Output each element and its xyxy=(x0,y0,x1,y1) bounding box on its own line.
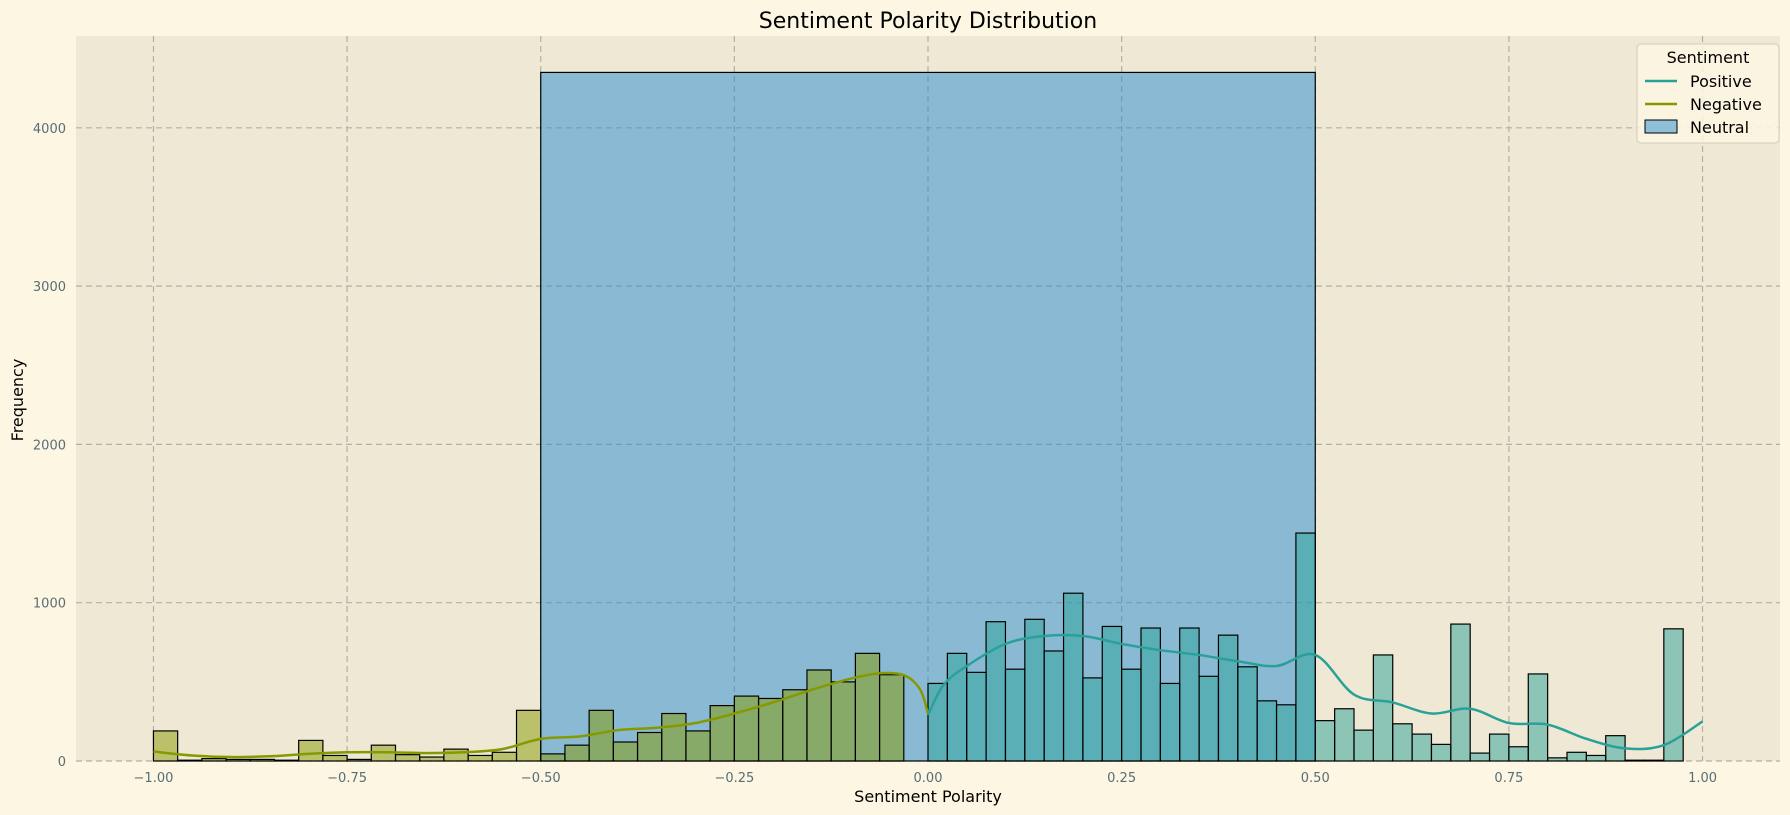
positive-bar xyxy=(1450,623,1471,762)
x-tick-label: −0.25 xyxy=(714,771,754,786)
negative-bar xyxy=(685,730,711,762)
positive-bar xyxy=(1566,751,1587,762)
positive-bar xyxy=(1488,733,1510,762)
negative-bar xyxy=(757,697,784,762)
negative-bar xyxy=(733,695,760,762)
legend-neutral-label: Neutral xyxy=(1690,118,1749,137)
negative-bar xyxy=(491,751,518,762)
positive-bar xyxy=(1392,723,1413,762)
positive-bar xyxy=(1663,628,1684,762)
positive-bar xyxy=(1179,627,1200,762)
positive-bar xyxy=(1334,708,1355,762)
positive-bar xyxy=(946,652,968,762)
y-tick-label: 0 xyxy=(58,755,66,770)
x-tick-label: −0.75 xyxy=(327,771,367,786)
positive-kde-line xyxy=(926,633,1704,751)
negative-bar xyxy=(201,758,227,762)
x-axis-label: Sentiment Polarity xyxy=(854,787,1002,806)
negative-bar xyxy=(782,689,808,762)
y-tick-label: 2000 xyxy=(33,438,66,453)
negative-bar xyxy=(661,712,687,762)
legend-title: Sentiment xyxy=(1667,48,1750,67)
negative-bar xyxy=(322,754,348,762)
negative-bar xyxy=(225,758,251,762)
negative-bar xyxy=(394,754,421,762)
y-tick-label: 1000 xyxy=(33,597,66,612)
negative-bar xyxy=(346,758,372,762)
x-tick-label: −0.50 xyxy=(521,771,561,786)
x-tick-label: 0.25 xyxy=(1107,771,1136,786)
positive-bar xyxy=(1256,700,1278,762)
positive-bar xyxy=(1217,634,1239,762)
positive-bar xyxy=(1372,654,1394,762)
negative-bar xyxy=(806,669,832,762)
negative-bar xyxy=(298,739,324,762)
negative-bar xyxy=(419,756,445,762)
positive-bar xyxy=(1353,729,1374,762)
positive-bar xyxy=(1624,759,1646,762)
negative-bar xyxy=(467,754,493,762)
x-tick-label: 0.50 xyxy=(1301,771,1330,786)
positive-bar xyxy=(1024,618,1045,762)
negative-bar xyxy=(636,731,663,762)
legend: Sentiment Positive Negative Neutral xyxy=(1636,43,1780,144)
negative-bar xyxy=(612,741,639,762)
positive-bar xyxy=(1430,743,1452,762)
positive-bar xyxy=(1314,720,1336,762)
positive-bar xyxy=(1062,592,1084,762)
y-tick-label: 3000 xyxy=(33,280,66,295)
legend-negative-label: Negative xyxy=(1690,95,1762,114)
x-tick-label: 0.75 xyxy=(1494,771,1523,786)
negative-bar xyxy=(564,744,590,762)
positive-bar xyxy=(1643,759,1665,762)
positive-bar xyxy=(1295,532,1316,762)
legend-frame xyxy=(1636,43,1780,144)
positive-bar xyxy=(966,671,987,762)
y-axis-label: Frequency xyxy=(8,359,27,442)
positive-bar xyxy=(1275,704,1297,762)
positive-bar xyxy=(1004,668,1026,762)
x-tick-label: −1.00 xyxy=(134,771,174,786)
negative-bar xyxy=(830,681,856,762)
positive-bar xyxy=(1082,677,1103,762)
negative-bar xyxy=(540,753,566,762)
negative-bar xyxy=(273,759,300,762)
negative-bar xyxy=(443,748,469,762)
positive-bar xyxy=(1198,675,1220,762)
y-tick-label: 4000 xyxy=(33,122,66,137)
positive-bar xyxy=(1469,752,1491,762)
positive-bar xyxy=(1585,754,1607,762)
positive-bar xyxy=(1547,757,1568,762)
legend-positive-label: Positive xyxy=(1690,72,1752,91)
legend-neutral-swatch xyxy=(1644,119,1678,134)
tick-labels: −1.00 −0.75 −0.50 −0.25 0.00 0.25 0.50 0.75 1.00… xyxy=(33,122,1717,786)
positive-bar xyxy=(1411,733,1433,762)
x-tick-label: 0.00 xyxy=(914,771,943,786)
negative-bar xyxy=(878,674,905,762)
positive-bar xyxy=(1043,650,1065,762)
negative-bar xyxy=(588,709,614,762)
positive-bar xyxy=(1527,673,1549,762)
positive-bar xyxy=(1237,666,1258,762)
chart-title: Sentiment Polarity Distribution xyxy=(759,9,1097,34)
positive-bar xyxy=(1101,625,1123,762)
negative-bar xyxy=(854,652,881,762)
positive-bar xyxy=(1508,746,1529,762)
kde-lines xyxy=(153,633,1704,759)
negative-kde-line xyxy=(153,671,930,759)
positive-bar xyxy=(1159,682,1181,762)
positive-bar xyxy=(985,621,1007,762)
negative-bar xyxy=(177,759,203,762)
negative-bar xyxy=(515,709,542,762)
x-tick-label: 1.00 xyxy=(1688,771,1717,786)
positive-bar xyxy=(1121,668,1142,762)
positive-bars xyxy=(927,532,1684,762)
negative-bar xyxy=(152,730,179,762)
negative-bar xyxy=(249,758,276,762)
